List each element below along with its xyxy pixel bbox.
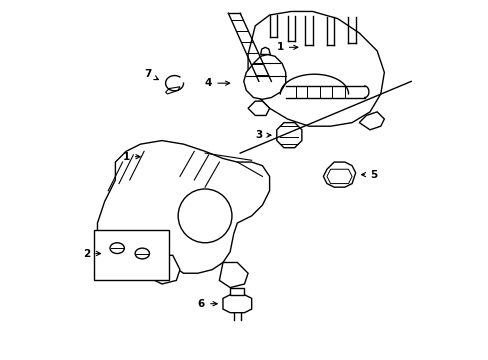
Polygon shape — [323, 162, 355, 187]
Polygon shape — [165, 87, 180, 94]
Polygon shape — [147, 255, 180, 284]
Polygon shape — [97, 140, 269, 273]
Polygon shape — [230, 288, 244, 295]
Circle shape — [178, 189, 231, 243]
Polygon shape — [219, 262, 247, 288]
Text: 4: 4 — [204, 78, 229, 88]
Polygon shape — [244, 54, 285, 99]
Polygon shape — [247, 101, 269, 116]
Polygon shape — [359, 112, 384, 130]
Polygon shape — [247, 12, 384, 126]
Polygon shape — [326, 169, 351, 184]
Polygon shape — [260, 47, 270, 54]
Text: 6: 6 — [198, 299, 217, 309]
Polygon shape — [114, 252, 120, 264]
Ellipse shape — [135, 248, 149, 259]
Text: 2: 2 — [83, 248, 101, 258]
Polygon shape — [139, 258, 145, 270]
Polygon shape — [223, 295, 251, 313]
Text: 5: 5 — [361, 170, 376, 180]
Ellipse shape — [110, 243, 124, 253]
Polygon shape — [276, 123, 301, 148]
Bar — [94, 230, 169, 280]
Text: 3: 3 — [255, 130, 270, 140]
Text: 1: 1 — [122, 152, 140, 162]
Text: 1: 1 — [276, 42, 297, 52]
Text: 7: 7 — [143, 69, 158, 80]
